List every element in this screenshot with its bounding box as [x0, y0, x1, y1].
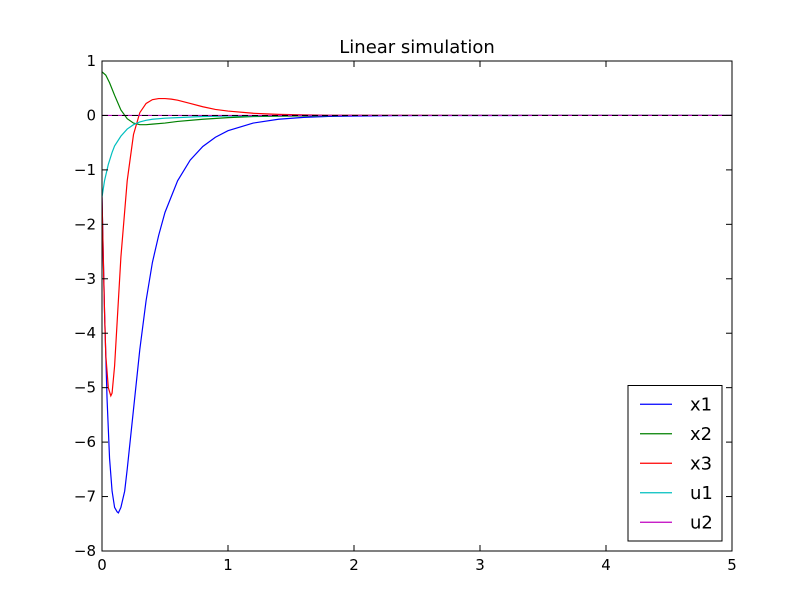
series-layer — [102, 71, 732, 514]
ticks-layer: 0 1 2 3 4 5 −8 −7 −6 −5 −4 −3 −2 −1 0 1 — [74, 52, 737, 574]
x-tick-label: 0 — [97, 556, 107, 574]
x-tick-label: 2 — [349, 556, 359, 574]
y-tick-label: −3 — [74, 270, 96, 288]
y-tick-label: −7 — [74, 488, 96, 506]
x-tick-label: 4 — [601, 556, 611, 574]
y-tick-label: −4 — [74, 324, 96, 342]
legend-label-x3: x3 — [690, 453, 712, 474]
x-tick-label: 1 — [223, 556, 233, 574]
y-tick-label: −2 — [74, 215, 96, 233]
legend-label-u2: u2 — [690, 512, 713, 533]
chart-title: Linear simulation — [339, 37, 495, 58]
y-tick-label: −5 — [74, 379, 96, 397]
y-tick-label: −1 — [74, 161, 96, 179]
x-tick-label: 5 — [727, 556, 737, 574]
legend-label-x1: x1 — [690, 394, 712, 415]
legend-label-x2: x2 — [690, 424, 712, 445]
y-tick-label: −8 — [74, 542, 96, 560]
plot-frame — [101, 60, 733, 552]
y-tick-label: 0 — [86, 106, 96, 124]
x-tick-label: 3 — [475, 556, 485, 574]
y-tick-label: −6 — [74, 433, 96, 451]
y-tick-label: 1 — [86, 52, 96, 70]
legend-label-u1: u1 — [690, 483, 713, 504]
legend: x1 x2 x3 u1 u2 — [627, 385, 723, 542]
